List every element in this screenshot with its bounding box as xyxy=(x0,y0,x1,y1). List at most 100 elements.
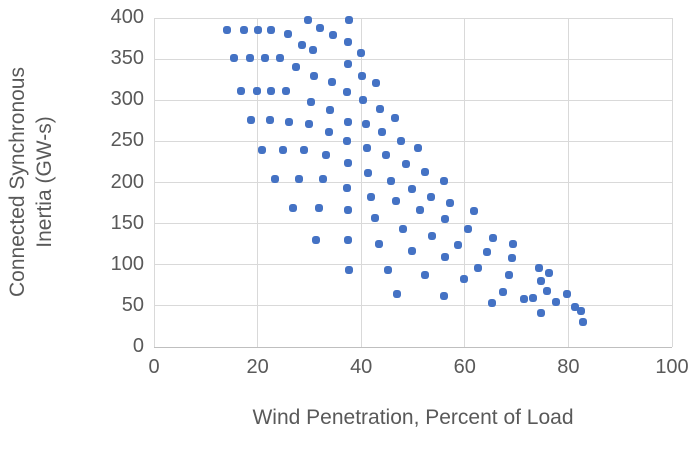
data-point xyxy=(239,25,248,34)
data-point xyxy=(364,168,373,177)
data-point xyxy=(318,175,327,184)
data-point xyxy=(315,23,324,32)
data-point xyxy=(260,54,269,63)
x-gridline xyxy=(153,18,155,347)
y-gridline xyxy=(154,264,672,266)
data-point xyxy=(421,270,430,279)
data-point xyxy=(344,236,353,245)
data-point xyxy=(427,231,436,240)
data-point xyxy=(528,293,537,302)
data-point xyxy=(536,277,545,286)
data-point xyxy=(329,31,338,40)
data-point xyxy=(357,48,366,57)
data-point xyxy=(398,225,407,234)
data-point xyxy=(367,193,376,202)
data-point xyxy=(392,197,401,206)
data-point xyxy=(229,54,238,63)
data-point xyxy=(288,203,297,212)
data-point xyxy=(386,176,395,185)
y-tick-label: 0 xyxy=(132,335,144,357)
y-tick-label: 200 xyxy=(110,170,144,193)
data-point xyxy=(401,159,410,168)
data-point xyxy=(324,128,333,137)
data-point xyxy=(375,105,384,114)
data-point xyxy=(519,295,528,304)
data-point xyxy=(247,115,256,124)
data-point xyxy=(420,167,429,176)
data-point xyxy=(343,88,352,97)
data-point xyxy=(578,317,587,326)
data-point xyxy=(328,78,337,87)
data-point xyxy=(252,87,261,96)
data-point xyxy=(413,143,422,152)
data-point xyxy=(292,62,301,71)
y-tick-label: 50 xyxy=(121,293,144,316)
data-point xyxy=(344,265,353,274)
x-tick-label: 100 xyxy=(655,356,689,378)
y-tick-label: 250 xyxy=(110,129,144,152)
y-axis-title-line2: Inertia (GW-s) xyxy=(33,116,56,248)
data-point xyxy=(470,207,479,216)
y-gridline xyxy=(154,140,672,142)
data-point xyxy=(284,117,293,126)
data-point xyxy=(315,203,324,212)
data-point xyxy=(343,205,352,214)
data-point xyxy=(473,264,482,273)
data-point xyxy=(357,71,366,80)
data-point xyxy=(343,184,352,193)
data-point xyxy=(362,120,371,129)
data-point xyxy=(303,15,312,24)
data-point xyxy=(383,265,392,274)
plot-area xyxy=(153,15,673,348)
x-tick-label: 20 xyxy=(246,356,269,378)
x-tick-label: 60 xyxy=(453,356,476,378)
data-point xyxy=(407,185,416,194)
data-point xyxy=(551,297,560,306)
data-point xyxy=(535,264,544,273)
data-point xyxy=(245,54,254,63)
data-point xyxy=(306,97,315,106)
data-point xyxy=(343,137,352,146)
data-point xyxy=(439,292,448,300)
data-point xyxy=(439,176,448,185)
x-gridline xyxy=(257,18,259,347)
data-point xyxy=(358,96,367,105)
data-point xyxy=(440,214,449,223)
y-axis-title-line1: Connected Synchronous xyxy=(6,67,29,297)
data-point xyxy=(464,224,473,233)
y-gridline xyxy=(154,58,672,60)
data-point xyxy=(267,87,276,96)
data-point xyxy=(393,290,402,299)
data-point xyxy=(381,151,390,160)
data-point xyxy=(294,175,303,184)
data-point xyxy=(321,151,330,160)
data-point xyxy=(483,247,492,256)
data-point xyxy=(427,193,436,202)
data-point xyxy=(371,213,380,222)
data-point xyxy=(343,158,352,167)
y-tick-label: 350 xyxy=(110,47,144,70)
data-point xyxy=(310,71,319,80)
data-point xyxy=(397,136,406,145)
x-gridline xyxy=(360,18,362,347)
x-gridline xyxy=(567,18,569,347)
data-point xyxy=(504,270,513,279)
x-gridline xyxy=(464,18,466,347)
data-point xyxy=(344,15,353,24)
data-point xyxy=(542,287,551,296)
data-point xyxy=(459,274,468,283)
x-axis-title: Wind Penetration, Percent of Load xyxy=(252,406,574,429)
data-point xyxy=(283,29,292,38)
data-point xyxy=(363,143,372,152)
data-point xyxy=(377,127,386,136)
data-point xyxy=(576,306,585,315)
data-point xyxy=(571,302,580,311)
data-point xyxy=(343,60,352,69)
data-point xyxy=(223,25,232,34)
data-point xyxy=(311,236,320,245)
data-point xyxy=(562,289,571,298)
x-gridline xyxy=(671,18,673,347)
data-point xyxy=(343,37,352,46)
data-point xyxy=(446,199,455,208)
